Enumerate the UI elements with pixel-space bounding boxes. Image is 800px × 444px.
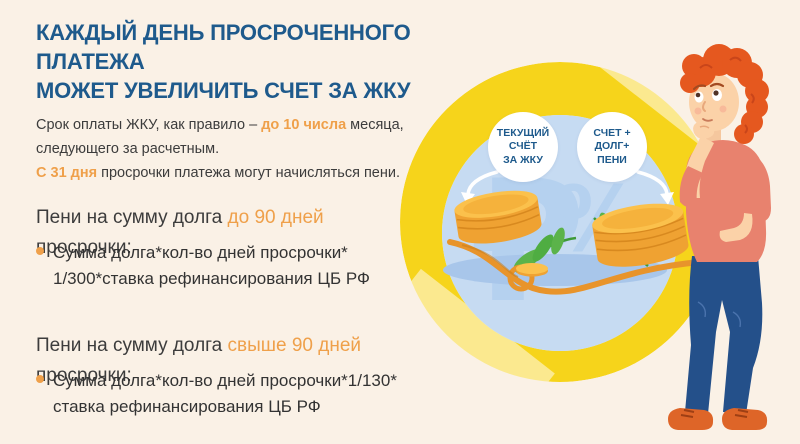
heading-post: просрочки: xyxy=(36,364,132,386)
formula-item-under-90-days: Сумма долга*кол-во дней просрочки* 1/300… xyxy=(36,240,446,293)
ring-shine-bottom xyxy=(385,268,555,420)
face xyxy=(689,73,739,131)
penalty-start-text: С 31 дня просрочки платежа могут начисля… xyxy=(36,138,446,186)
badge-bill-debt-penalty: СЧЕТ + ДОЛГ+ ПЕНИ xyxy=(577,112,647,182)
formula-text: Сумма долга*кол-во дней просрочки*1/130*… xyxy=(53,371,397,417)
bullet-dot-icon xyxy=(36,247,44,255)
penalty-start-highlight: С 31 дня xyxy=(36,164,98,181)
deadline-text-pre: Срок оплаты ЖКУ, как правило – xyxy=(36,116,262,133)
heading-post: просрочки: xyxy=(36,236,132,258)
penalty-heading-over-90-days: Пени на сумму долга свыше 90 дней просро… xyxy=(36,302,436,390)
heading-pre: Пени на сумму долга xyxy=(36,335,228,357)
coin-stack-right-icon xyxy=(592,203,689,267)
deadline-highlight: до 10 числа xyxy=(261,116,347,133)
penalty-start-post: просрочки платежа могут начисляться пени… xyxy=(97,164,401,181)
payment-deadline-text: Срок оплаты ЖКУ, как правило – до 10 чис… xyxy=(36,90,446,162)
arrow-right-icon xyxy=(636,170,674,205)
deadline-text-post: месяца, следующего за расчетным. xyxy=(36,116,404,157)
formula-text: Сумма долга*кол-во дней просрочки* 1/300… xyxy=(53,243,370,289)
page-title: КАЖДЫЙ ДЕНЬ ПРОСРОЧЕННОГО ПЛАТЕЖА МОЖЕТ … xyxy=(36,20,411,104)
arrow-left-icon xyxy=(461,170,499,205)
heading-highlight: до 90 дней xyxy=(227,207,324,229)
heading-pre: Пени на сумму долга xyxy=(36,207,228,229)
shoes xyxy=(668,408,768,430)
badge-current-bill: ТЕКУЩИЙ СЧЁТ ЗА ЖКУ xyxy=(488,112,558,182)
penalty-heading-under-90-days: Пени на сумму долга до 90 дней просрочки… xyxy=(36,174,436,262)
heading-highlight: свыше 90 дней xyxy=(227,335,362,357)
bullet-dot-icon xyxy=(36,375,44,383)
coin-stack-left-icon xyxy=(454,190,542,244)
formula-item-over-90-days: Сумма долга*кол-во дней просрочки*1/130*… xyxy=(36,368,446,421)
character-thinking-man xyxy=(668,44,771,430)
jeans xyxy=(685,256,763,414)
single-coin-icon xyxy=(516,263,548,277)
